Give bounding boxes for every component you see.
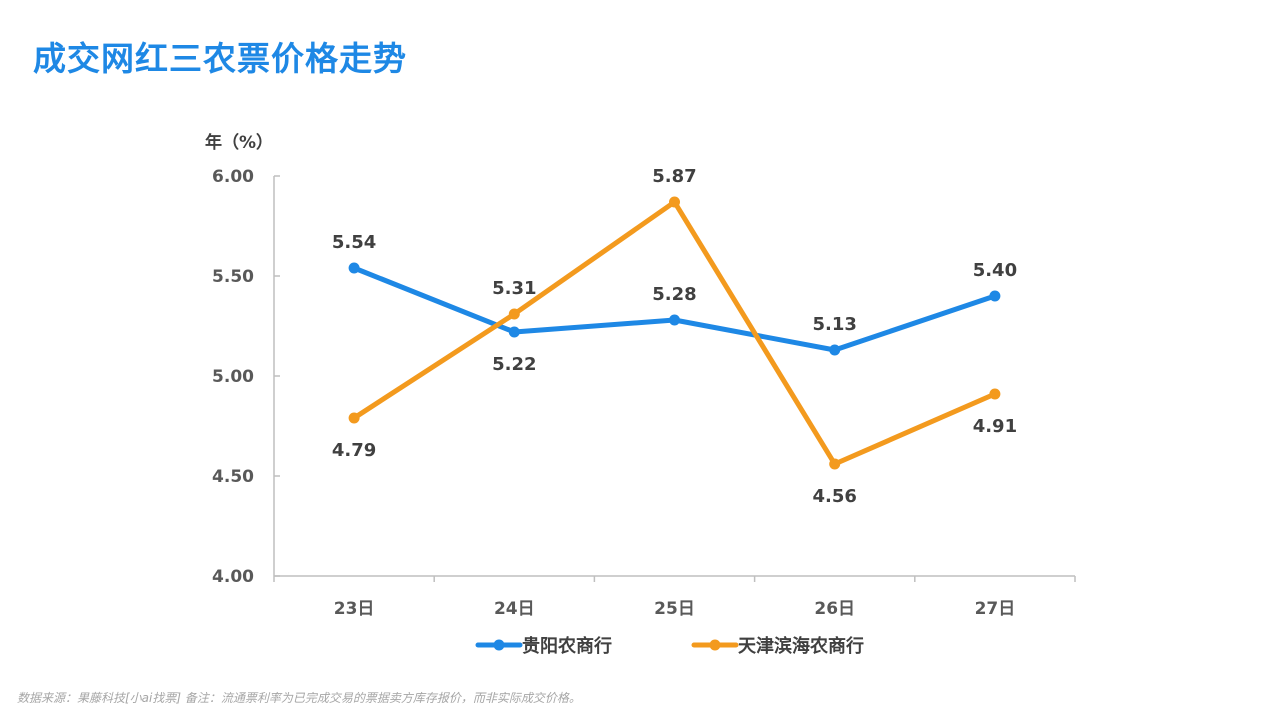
data-point [829,344,841,356]
legend-item-1: 天津滨海农商行 [691,635,864,657]
data-label: 5.40 [973,260,1017,281]
data-point [348,262,360,274]
data-label: 4.91 [973,416,1017,437]
data-labels: 5.54 5.22 5.28 5.13 5.40 4.79 5.31 5.87 4.56 4.91 [332,166,1017,507]
y-tick-label: 4.50 [212,467,254,487]
y-tick-label: 6.00 [212,167,254,187]
data-point [508,308,520,320]
data-point [989,388,1001,400]
series-line-0 [351,265,998,353]
y-tick-label: 5.00 [212,367,254,387]
data-label: 4.56 [812,486,856,507]
series-lines [351,199,998,467]
footnote: 数据来源：果藤科技[小ai找票] 备注：流通票利率为已完成交易的票据卖方库存报价… [17,691,581,705]
legend-item-0: 贵阳农商行 [475,635,612,657]
legend-label: 贵阳农商行 [522,635,612,657]
x-tick-label: 26日 [814,599,855,619]
x-tick-label: 27日 [975,599,1016,619]
data-label: 5.31 [492,278,536,299]
data-label: 5.22 [492,354,536,375]
x-tick-label: 24日 [494,599,535,619]
y-tick-label: 5.50 [212,267,254,287]
page-title: 成交网红三农票价格走势 [33,39,407,78]
data-label: 5.13 [812,314,856,335]
data-point [348,412,360,424]
y-tick-labels: 4.00 4.50 5.00 5.50 6.00 [212,167,254,587]
data-label: 5.54 [332,232,376,253]
data-label: 5.87 [652,166,696,187]
x-tick-label: 25日 [654,599,695,619]
data-point [829,458,841,470]
x-tick-labels: 23日 24日 25日 26日 27日 [334,599,1015,619]
data-point [669,314,680,326]
data-label: 5.28 [652,284,696,305]
data-point [669,196,680,208]
series-line-1 [351,199,998,467]
legend: 贵阳农商行 天津滨海农商行 [475,635,864,657]
legend-label: 天津滨海农商行 [738,635,864,657]
legend-marker-icon [709,639,721,651]
data-point [989,290,1001,302]
y-axis-title: 年（%） [205,132,273,153]
data-label: 4.79 [332,440,376,461]
axes [273,175,1076,582]
x-tick-label: 23日 [334,599,375,619]
legend-marker-icon [493,639,505,651]
y-tick-label: 4.00 [212,567,254,587]
series-points [348,196,1001,470]
data-point [508,326,520,338]
